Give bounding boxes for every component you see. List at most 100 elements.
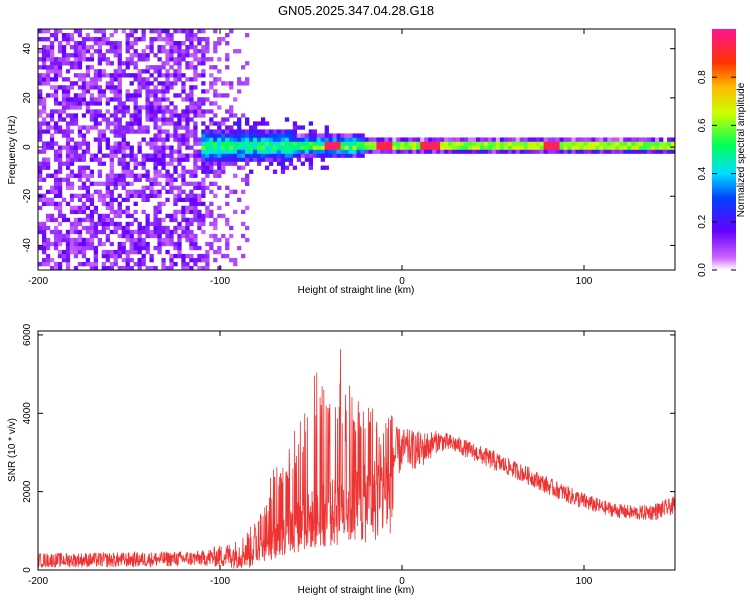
heatmap-cell (69, 121, 75, 126)
heatmap-cell (145, 153, 150, 158)
x-tick-label: -100 (210, 276, 230, 287)
heatmap-cell (85, 109, 91, 114)
heatmap-cell (121, 29, 126, 34)
heatmap-cell (49, 141, 55, 146)
heatmap-cell (559, 149, 564, 154)
heatmap-cell (141, 253, 146, 259)
heatmap-cell (41, 261, 47, 267)
heatmap-cell (420, 145, 425, 150)
heatmap-cell (340, 149, 345, 154)
heatmap-cell (53, 69, 59, 74)
heatmap-cell (161, 145, 166, 150)
heatmap-cell (308, 157, 314, 162)
heatmap-cell (49, 189, 55, 194)
heatmap-cell (41, 53, 47, 58)
heatmap-cell (213, 237, 218, 243)
heatmap-cell (308, 121, 314, 126)
heatmap-cell (89, 117, 95, 122)
heatmap-cell (217, 169, 222, 174)
heatmap-cell (141, 185, 146, 190)
heatmap-cell (41, 61, 47, 66)
heatmap-cell (324, 145, 329, 150)
heatmap-cell (332, 153, 337, 158)
heatmap-cell (65, 177, 71, 182)
heatmap-cell (57, 69, 63, 74)
heatmap-cell (125, 33, 130, 38)
heatmap-cell (49, 185, 55, 190)
heatmap-cell (45, 37, 51, 42)
heatmap-cell (332, 141, 337, 146)
heatmap-cell (65, 217, 71, 223)
heatmap-cell (165, 145, 170, 150)
heatmap-cell (507, 145, 513, 150)
heatmap-cell (157, 205, 162, 211)
heatmap-cell (384, 137, 389, 142)
heatmap-cell (348, 149, 353, 154)
heatmap-cell (205, 149, 210, 154)
heatmap-cell (173, 213, 178, 219)
heatmap-cell (173, 209, 178, 215)
heatmap-cell (205, 205, 210, 211)
heatmap-cell (89, 153, 95, 158)
heatmap-cell (181, 89, 186, 94)
heatmap-cell (77, 245, 83, 251)
heatmap-cell (237, 89, 242, 94)
heatmap-cell (284, 157, 290, 162)
heatmap-cell (57, 209, 63, 215)
heatmap-cell (157, 161, 162, 166)
heatmap-cell (416, 137, 421, 142)
heatmap-cell (81, 93, 87, 98)
heatmap-cell (77, 133, 83, 138)
heatmap-cell (153, 37, 158, 42)
heatmap-cell (165, 181, 170, 186)
heatmap-cell (53, 229, 59, 235)
heatmap-cell (463, 149, 469, 154)
heatmap-cell (185, 49, 190, 54)
heatmap-cell (117, 45, 122, 50)
heatmap-cell (205, 265, 210, 271)
heatmap-cell (252, 153, 258, 158)
heatmap-cell (292, 149, 298, 154)
heatmap-cell (535, 149, 540, 154)
heatmap-cell (101, 197, 106, 203)
heatmap-cell (205, 253, 210, 259)
heatmap-cell (185, 141, 190, 146)
heatmap-cell (97, 113, 102, 118)
heatmap-cell (81, 225, 87, 231)
heatmap-cell (133, 117, 138, 122)
heatmap-cell (173, 253, 178, 259)
heatmap-cell (177, 53, 182, 58)
heatmap-cell (157, 129, 162, 134)
heatmap-cell (217, 145, 222, 150)
heatmap-cell (97, 49, 102, 54)
heatmap-cell (627, 137, 632, 142)
heatmap-cell (189, 205, 194, 211)
heatmap-cell (137, 105, 142, 110)
heatmap-cell (85, 145, 91, 150)
heatmap-cell (113, 253, 118, 259)
heatmap-cell (125, 169, 130, 174)
heatmap-cell (213, 45, 218, 50)
heatmap-cell (177, 209, 182, 215)
heatmap-cell (372, 137, 377, 142)
heatmap-cell (65, 105, 71, 110)
heatmap-cell (213, 257, 218, 263)
heatmap-cell (117, 213, 122, 219)
heatmap-cell (38, 97, 43, 102)
heatmap-cell (205, 145, 210, 150)
heatmap-cell (233, 49, 238, 54)
heatmap-cell (105, 193, 110, 198)
heatmap-cell (165, 153, 170, 158)
heatmap-cell (503, 137, 509, 142)
heatmap-cell (292, 141, 298, 146)
heatmap-cell (53, 173, 59, 178)
heatmap-cell (205, 169, 210, 174)
heatmap-cell (97, 157, 102, 162)
heatmap-cell (157, 57, 162, 62)
heatmap-cell (217, 149, 222, 154)
heatmap-cell (57, 241, 63, 247)
heatmap-cell (109, 261, 114, 267)
heatmap-cell (97, 145, 102, 150)
heatmap-cell (101, 57, 106, 62)
heatmap-cell (245, 145, 250, 150)
